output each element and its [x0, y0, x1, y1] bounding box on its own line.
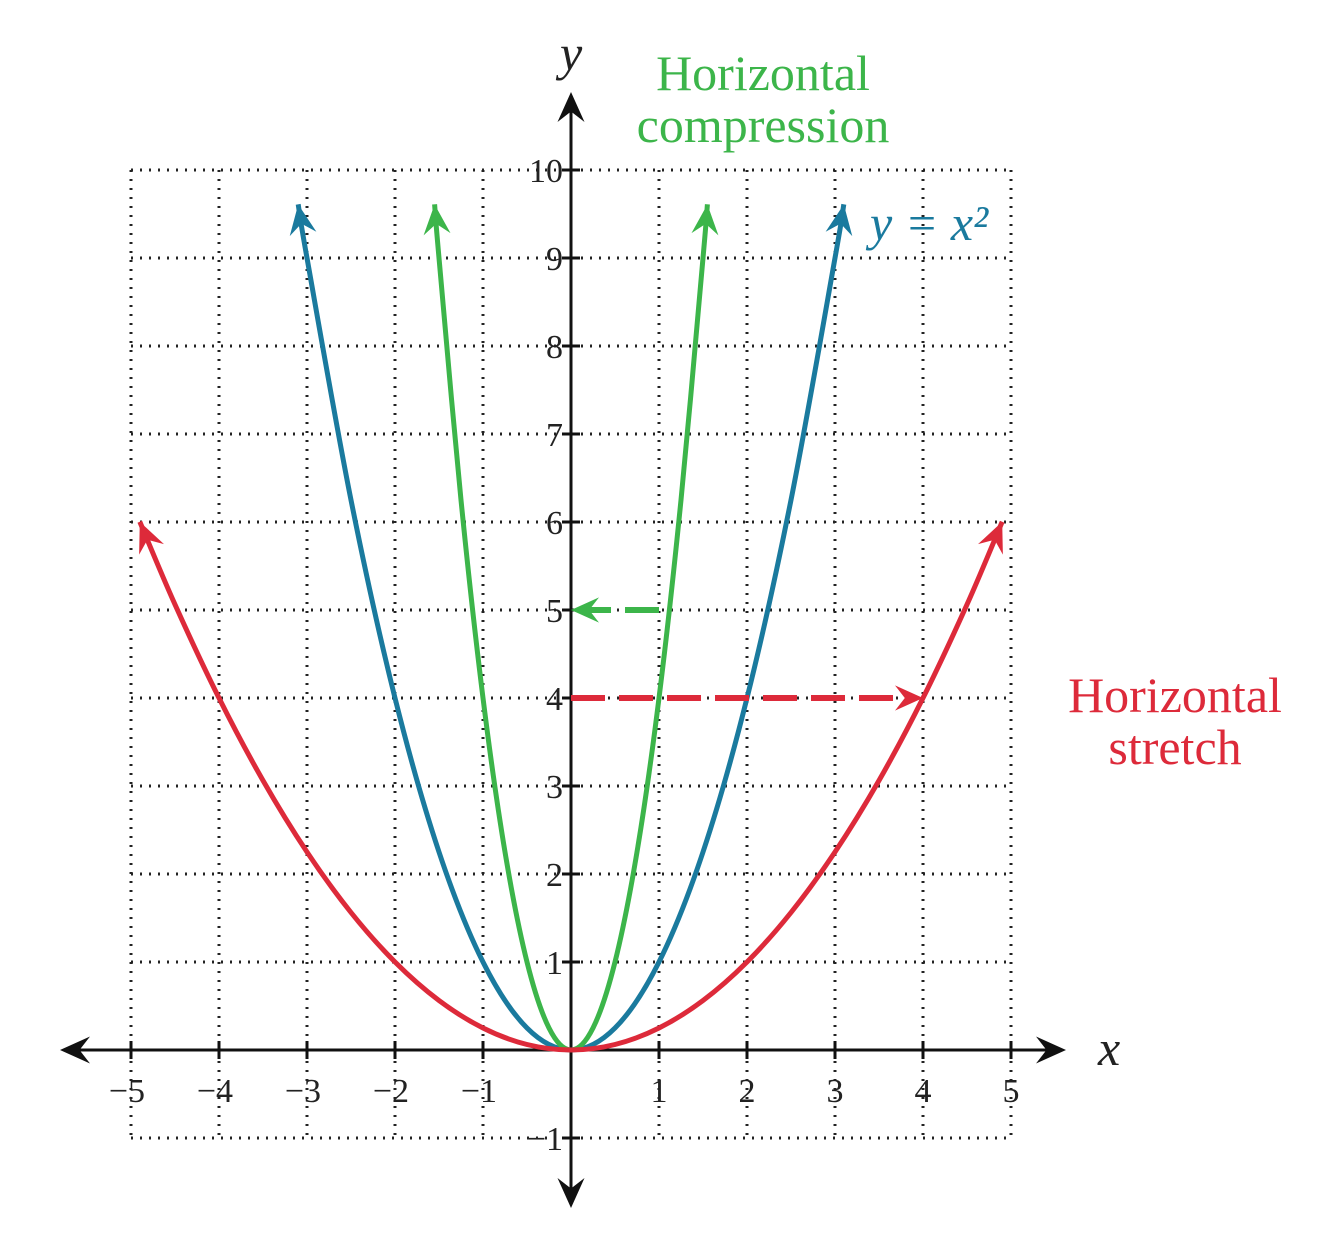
series-label: stretch: [1108, 719, 1241, 775]
axis-arrow: [1036, 1036, 1066, 1064]
x-tick-label: 1: [651, 1073, 668, 1110]
curve-arrow: [978, 521, 1003, 555]
y-tick-label: 1: [546, 945, 563, 982]
y-tick-label: 6: [546, 505, 563, 542]
series-label: y = x²: [865, 195, 989, 251]
axis-arrow: [557, 1178, 585, 1208]
y-tick-label: 4: [546, 681, 563, 718]
x-axis-label: x: [1097, 1020, 1120, 1076]
x-tick-label: 2: [739, 1073, 756, 1110]
x-tick-label: 3: [827, 1073, 844, 1110]
curve-arrow: [139, 521, 164, 555]
y-tick-label: 9: [546, 241, 563, 278]
y-tick-label: 8: [546, 329, 563, 366]
axis-arrow: [557, 92, 585, 122]
x-tick-label: 4: [915, 1073, 932, 1110]
x-tick-label: −3: [285, 1073, 321, 1110]
curve-arrow: [691, 204, 719, 236]
series-label: Horizontal: [1068, 667, 1282, 723]
y-tick-label: −1: [527, 1121, 563, 1158]
axis-arrow: [60, 1036, 90, 1064]
y-axis-label: y: [555, 25, 583, 81]
x-tick-label: 5: [1003, 1073, 1020, 1110]
x-tick-label: −1: [461, 1073, 497, 1110]
curve: [137, 520, 1005, 1053]
dashed-arrowhead: [571, 597, 599, 623]
series-label: Horizontal: [656, 45, 870, 101]
y-tick-label: 7: [546, 417, 563, 454]
y-tick-label: 3: [546, 769, 563, 806]
curve-arrow: [423, 204, 451, 236]
x-tick-label: −4: [197, 1073, 233, 1110]
y-tick-label: 2: [546, 857, 563, 894]
dashed-arrowhead: [895, 685, 923, 711]
x-tick-label: −2: [373, 1073, 409, 1110]
curve-arrow: [825, 204, 853, 237]
y-tick-label: 5: [546, 593, 563, 630]
y-tick-label: 10: [529, 153, 563, 190]
series-label: compression: [637, 97, 890, 153]
x-tick-label: −5: [109, 1073, 145, 1110]
curve-arrow: [289, 204, 317, 237]
